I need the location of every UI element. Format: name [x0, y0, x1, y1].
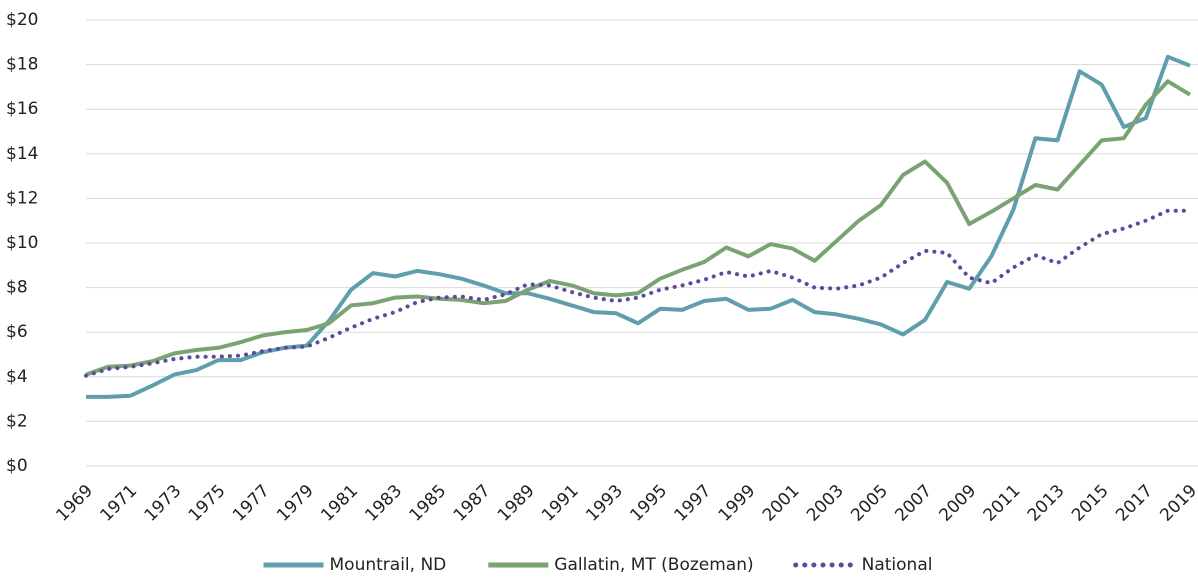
series-line	[86, 54, 1191, 399]
y-tick-label: $6	[6, 322, 28, 342]
y-tick-label: $0	[6, 456, 28, 476]
legend-label: Gallatin, MT (Bozeman)	[554, 555, 753, 575]
y-tick-label: $14	[6, 144, 38, 164]
series-line	[85, 79, 1192, 377]
x-tick-label: 2009	[936, 481, 981, 526]
y-tick-label: $4	[6, 367, 28, 387]
y-tick-label: $10	[6, 233, 38, 253]
x-tick-label: 2001	[759, 481, 804, 526]
x-tick-label: 1975	[185, 481, 230, 526]
x-tick-label: 2011	[980, 481, 1025, 526]
x-tick-label: 2019	[1156, 481, 1198, 526]
x-tick-label: 1969	[52, 481, 97, 526]
legend-label: National	[862, 555, 933, 575]
x-tick-label: 1971	[96, 481, 141, 526]
x-tick-label: 1999	[715, 481, 760, 526]
x-tick-label: 1991	[538, 481, 583, 526]
x-tick-label: 1977	[229, 481, 274, 526]
x-tick-label: 2003	[803, 481, 848, 526]
y-tick-label: $2	[6, 411, 28, 431]
y-tick-label: $18	[6, 55, 38, 75]
x-tick-label: 2017	[1112, 481, 1157, 526]
y-tick-label: $8	[6, 278, 28, 298]
y-tick-label: $12	[6, 188, 38, 208]
x-tick-label: 1989	[494, 481, 539, 526]
y-tick-label: $16	[6, 99, 38, 119]
series-line	[84, 208, 1192, 378]
x-tick-label: 1993	[582, 481, 627, 526]
x-tick-label: 1979	[273, 481, 318, 526]
x-tick-label: 2015	[1068, 481, 1113, 526]
x-tick-label: 1973	[141, 481, 186, 526]
legend-label: Mountrail, ND	[330, 555, 447, 575]
x-tick-label: 1981	[317, 481, 362, 526]
x-tick-label: 2005	[847, 481, 892, 526]
y-tick-label: $20	[6, 10, 38, 30]
x-tick-label: 1995	[626, 481, 671, 526]
x-tick-label: 2007	[891, 481, 936, 526]
x-tick-label: 1987	[450, 481, 495, 526]
x-tick-label: 1983	[361, 481, 406, 526]
x-tick-label: 1997	[671, 481, 716, 526]
x-tick-label: 2013	[1024, 481, 1069, 526]
x-tick-label: 1985	[406, 481, 451, 526]
